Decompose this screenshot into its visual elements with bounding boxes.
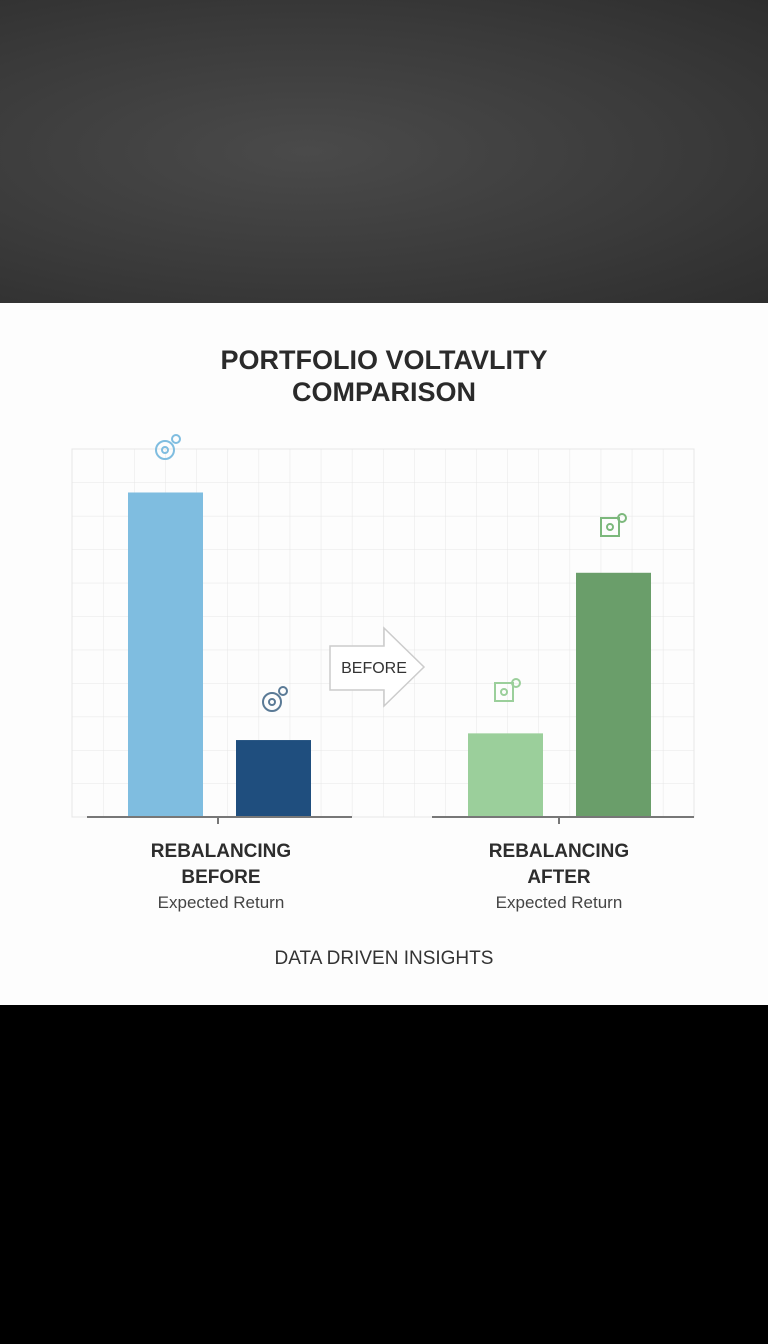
category-label: REBALANCING BEFORE — [150, 841, 292, 888]
bar — [236, 740, 311, 817]
bar — [128, 492, 203, 817]
bar — [468, 733, 543, 817]
category-sublabel: Expected Return — [495, 893, 623, 912]
chart-title: PORTFOLIO VOLTAVLITY COMPARISON — [220, 345, 548, 407]
icons — [155, 434, 627, 712]
footer: DATA DRIVEN INSIGHTS — [274, 948, 494, 969]
category-label: REBALANCING AFTER — [488, 841, 630, 888]
arrow-label: BEFORE — [341, 660, 407, 677]
top-backdrop — [0, 0, 768, 303]
bar — [576, 572, 651, 817]
bottom-backdrop — [0, 1005, 768, 1344]
arrow — [329, 626, 426, 708]
category-sublabel: Expected Return — [157, 893, 285, 912]
